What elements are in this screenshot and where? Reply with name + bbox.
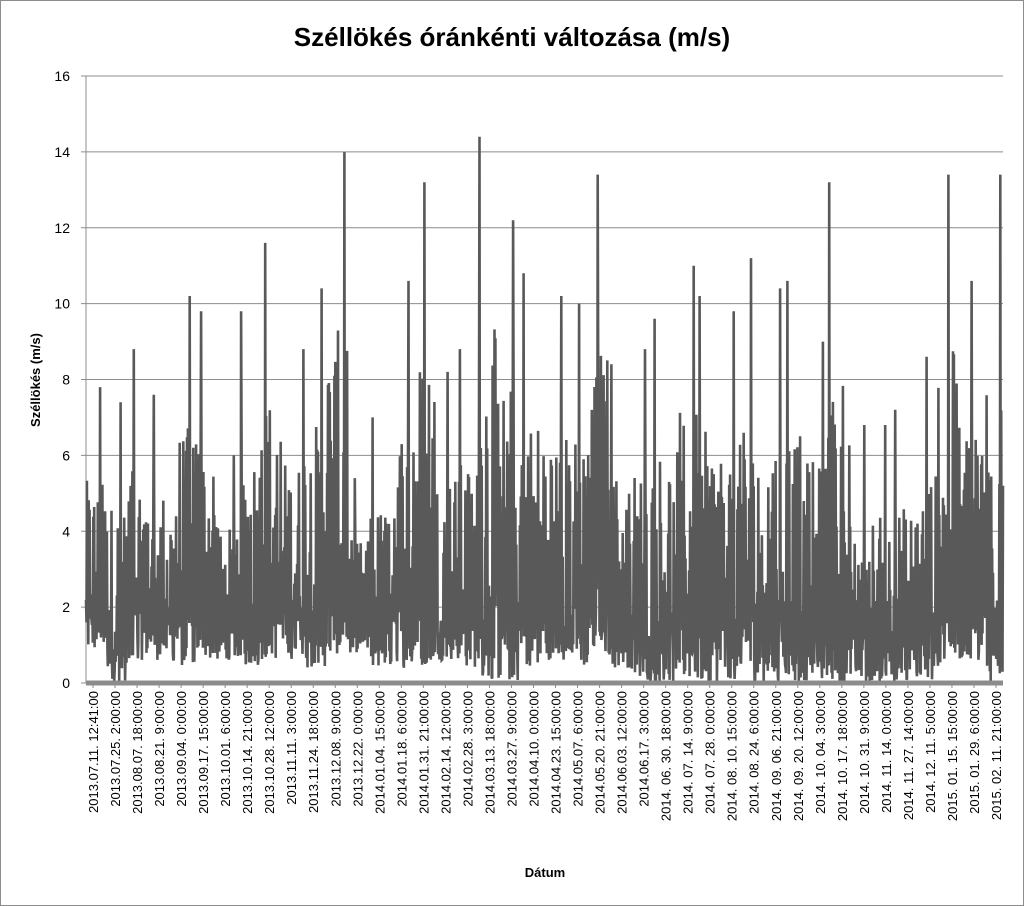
x-tick-label: 2014. 07. 28. 0:00:00 — [703, 691, 718, 814]
y-tick-label: 6 — [62, 447, 70, 463]
x-tick-label: 2014. 09. 06. 21:00:00 — [769, 691, 784, 821]
x-tick-label: 2014. 10. 31. 9:00:00 — [857, 691, 872, 814]
x-tick-label: 2013.10.01. 6:00:00 — [218, 691, 233, 807]
y-tick-label: 2 — [62, 599, 70, 615]
y-tick-label: 0 — [62, 675, 70, 691]
y-tick-label: 14 — [54, 144, 70, 160]
x-axis-title: Dátum — [525, 865, 565, 880]
x-tick-label: 2014. 07. 14. 9:00:00 — [681, 691, 696, 814]
x-tick-label: 2015. 01. 15. 15:00:00 — [945, 691, 960, 821]
x-tick-label: 2014.06.17. 3:00:00 — [637, 691, 652, 807]
x-tick-label: 2014. 09. 20. 12:00:00 — [791, 691, 806, 821]
x-tick-label: 2014.01.31. 21:00:00 — [416, 691, 431, 814]
x-tick-label: 2014.05.20. 21:00:00 — [593, 691, 608, 814]
x-tick-label: 2013.10.28. 12:00:00 — [262, 691, 277, 814]
y-axis: 0 2 4 6 8 10 12 14 16 — [54, 68, 87, 691]
series-line — [84, 136, 1005, 684]
x-axis: 2013.07.11. 12:41:00 2013.07.25. 2:00:00 2… — [86, 680, 1004, 821]
x-tick-label: 2013.09.17. 15:00:00 — [196, 691, 211, 814]
x-tick-label: 2014. 11. 14. 0:00:00 — [879, 691, 894, 813]
x-tick-label: 2014.04.23. 15:00:00 — [549, 691, 564, 814]
y-tick-label: 8 — [62, 372, 70, 388]
x-tick-label: 2013.07.25. 2:00:00 — [108, 691, 123, 807]
x-tick-label: 2013.10.14. 21:00:00 — [240, 691, 255, 814]
x-tick-label: 2014.01.04. 15:00:00 — [372, 691, 387, 814]
series-area — [84, 136, 1005, 684]
x-tick-label: 2014.03.27. 9:00:00 — [505, 691, 520, 807]
x-tick-label: 2014.06.03. 12:00:00 — [615, 691, 630, 814]
y-tick-label: 12 — [54, 220, 70, 236]
x-tick-label: 2013.12.08. 9:00:00 — [328, 691, 343, 807]
x-tick-label: 2014. 12. 11. 5:00:00 — [923, 691, 938, 813]
x-tick-label: 2013.12.22. 0:00:00 — [350, 691, 365, 807]
x-tick-label: 2014. 11. 27. 14:00:00 — [901, 691, 916, 820]
chart-title: Széllökés óránkénti változása (m/s) — [294, 22, 730, 52]
x-tick-label: 2013.11.11. 3:00:00 — [284, 691, 299, 805]
x-tick-label: 2014.03.13. 18:00:00 — [482, 691, 497, 814]
x-tick-label: 2013.08.07. 18:00:00 — [130, 691, 145, 814]
x-tick-label: 2014. 08. 10. 15:00:00 — [725, 691, 740, 821]
y-tick-label: 16 — [54, 68, 70, 84]
x-tick-label: 2013.09.04. 0:00:00 — [174, 691, 189, 807]
x-tick-label: 2015. 01. 29. 6:00:00 — [967, 691, 982, 814]
x-tick-label: 2014. 10. 04. 3:00:00 — [813, 691, 828, 814]
x-tick-label: 2014.01.18. 6:00:00 — [394, 691, 409, 807]
y-axis-title: Széllökés (m/s) — [28, 333, 43, 427]
x-tick-label: 2014. 10. 17. 18:00:00 — [835, 691, 850, 821]
x-tick-label: 2014.02.14. 12:00:00 — [438, 691, 453, 814]
x-tick-label: 2014.05.07. 6:00:00 — [571, 691, 586, 807]
x-tick-label: 2014.02.28. 3:00:00 — [460, 691, 475, 807]
y-tick-label: 10 — [54, 296, 70, 312]
x-tick-label: 2013.08.21. 9:00:00 — [152, 691, 167, 807]
x-tick-label: 2014. 06. 30. 18:00:00 — [659, 691, 674, 821]
x-tick-label: 2015. 02. 11. 21:00:00 — [989, 691, 1004, 820]
x-tick-label: 2014. 08. 24. 6:00:00 — [747, 691, 762, 814]
x-tick-label: 2013.07.11. 12:41:00 — [86, 691, 101, 813]
x-tick-label: 2014.04.10. 0:00:00 — [527, 691, 542, 807]
y-tick-label: 4 — [62, 523, 70, 539]
x-tick-label: 2013.11.24. 18:00:00 — [306, 691, 321, 813]
